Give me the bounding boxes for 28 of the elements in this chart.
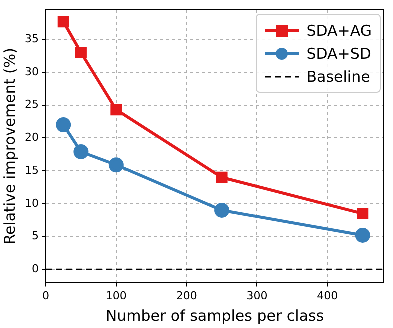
y-tick-label: 10 <box>24 196 39 210</box>
y-tick-label: 5 <box>32 230 39 243</box>
point <box>110 104 122 116</box>
x-tick-label: 0 <box>42 289 50 302</box>
x-tick-label: 200 <box>176 289 198 302</box>
x-tick-label: 100 <box>106 289 127 302</box>
y-tick-label: 25 <box>24 98 39 112</box>
legend-label: Baseline <box>306 68 370 86</box>
point <box>214 202 230 218</box>
x-tick-label: 300 <box>246 289 268 302</box>
point <box>58 16 70 28</box>
legend-label: SDA+AG <box>306 22 372 40</box>
x-axis-title: Number of samples per class <box>106 306 324 325</box>
y-tick-label: 15 <box>24 164 39 177</box>
point <box>355 228 370 243</box>
point <box>357 208 369 220</box>
point <box>108 158 124 173</box>
y-axis-title: Relative improvement (%) <box>0 48 19 245</box>
x-tick-label: 400 <box>317 289 338 302</box>
point <box>216 172 228 184</box>
y-tick-label: 30 <box>24 65 39 78</box>
legend-label: SDA+SD <box>306 44 372 62</box>
point <box>75 46 87 58</box>
y-tick-label: 0 <box>32 262 39 276</box>
y-tick-label: 20 <box>24 131 39 144</box>
y-tick-label: 35 <box>24 32 39 46</box>
point <box>56 118 72 133</box>
point <box>74 144 89 160</box>
